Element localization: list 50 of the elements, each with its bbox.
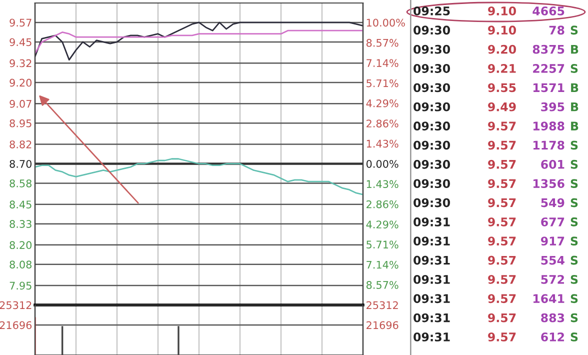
y-tick-label: 9.32	[10, 59, 32, 68]
text: 09:30 9.57 601 S	[414, 160, 578, 169]
y2-tick-label: 1.43%	[366, 140, 398, 148]
text: 09:31 9.57 554 S	[414, 256, 578, 265]
y2-tick-label: 21696	[366, 321, 398, 330]
y-tick-label: 8.33	[10, 220, 32, 228]
y-tick-label: 8.20	[10, 241, 32, 250]
text: 09:31 9.57 917 S	[414, 236, 578, 246]
y-tick-label: 8.08	[10, 260, 32, 269]
text: 09:31 9.57 677 S	[414, 217, 578, 226]
y-tick-label: 9.20	[10, 78, 32, 87]
text: 09:30 9.55 1571 B	[414, 83, 578, 92]
y2-tick-label: 7.14%	[366, 59, 398, 67]
y2-tick-label: 2.86%	[366, 120, 398, 128]
text: 09:30 9.57 1178 S	[414, 140, 578, 150]
text: 09:31 9.57 612 S	[414, 332, 578, 342]
y-tick-label: 9.07	[10, 100, 32, 108]
y-tick-label: 25312	[0, 301, 32, 310]
text: 09:31 9.57 883 S	[414, 313, 578, 322]
y-tick-label: 8.82	[10, 140, 32, 148]
y2-tick-label: 4.29%	[366, 99, 398, 108]
text: 09:30 9.20 8375 B	[414, 44, 578, 54]
y-tick-label: 8.70	[10, 160, 32, 168]
y-tick-label: 8.58	[10, 179, 32, 188]
y-tick-label: 8.45	[10, 200, 32, 208]
y-tick-label: 8.95	[10, 119, 32, 128]
y-tick-label: 9.45	[10, 38, 32, 46]
y2-tick-label: 25312	[366, 301, 398, 310]
y2-tick-label: 1.43%	[366, 180, 398, 188]
y2-tick-label: 8.57%	[366, 38, 398, 47]
text: 09:31 9.57 572 S	[414, 274, 578, 284]
y2-tick-label: 5.71%	[366, 240, 398, 249]
text: 09:30 9.57 1356 S	[414, 179, 578, 188]
y2-tick-label: 8.57%	[366, 281, 398, 289]
text: 09:31 9.57 1641 S	[414, 294, 578, 304]
y2-tick-label: 10.00%	[366, 18, 405, 27]
y2-tick-label: 4.29%	[366, 220, 398, 228]
y2-tick-label: 7.14%	[366, 260, 398, 269]
y2-tick-label: 5.71%	[366, 79, 398, 88]
y-tick-label: 7.95	[10, 282, 32, 290]
y2-tick-label: 2.86%	[366, 200, 398, 208]
text: 09:30 9.57 1988 B	[414, 122, 578, 130]
text: 09:30 9.21 2257 S	[414, 64, 578, 73]
text: 09:25 9.10 4665	[414, 6, 564, 16]
text: 09:30 9.49 395 B	[414, 102, 578, 112]
text: 09:30 9.10 78 S	[414, 26, 578, 35]
y2-tick-label: 0.00%	[366, 160, 398, 168]
y-tick-label: 9.57	[10, 18, 32, 27]
y-tick-label: 21696	[0, 321, 32, 330]
text: 09:30 9.57 549 S	[414, 198, 578, 208]
